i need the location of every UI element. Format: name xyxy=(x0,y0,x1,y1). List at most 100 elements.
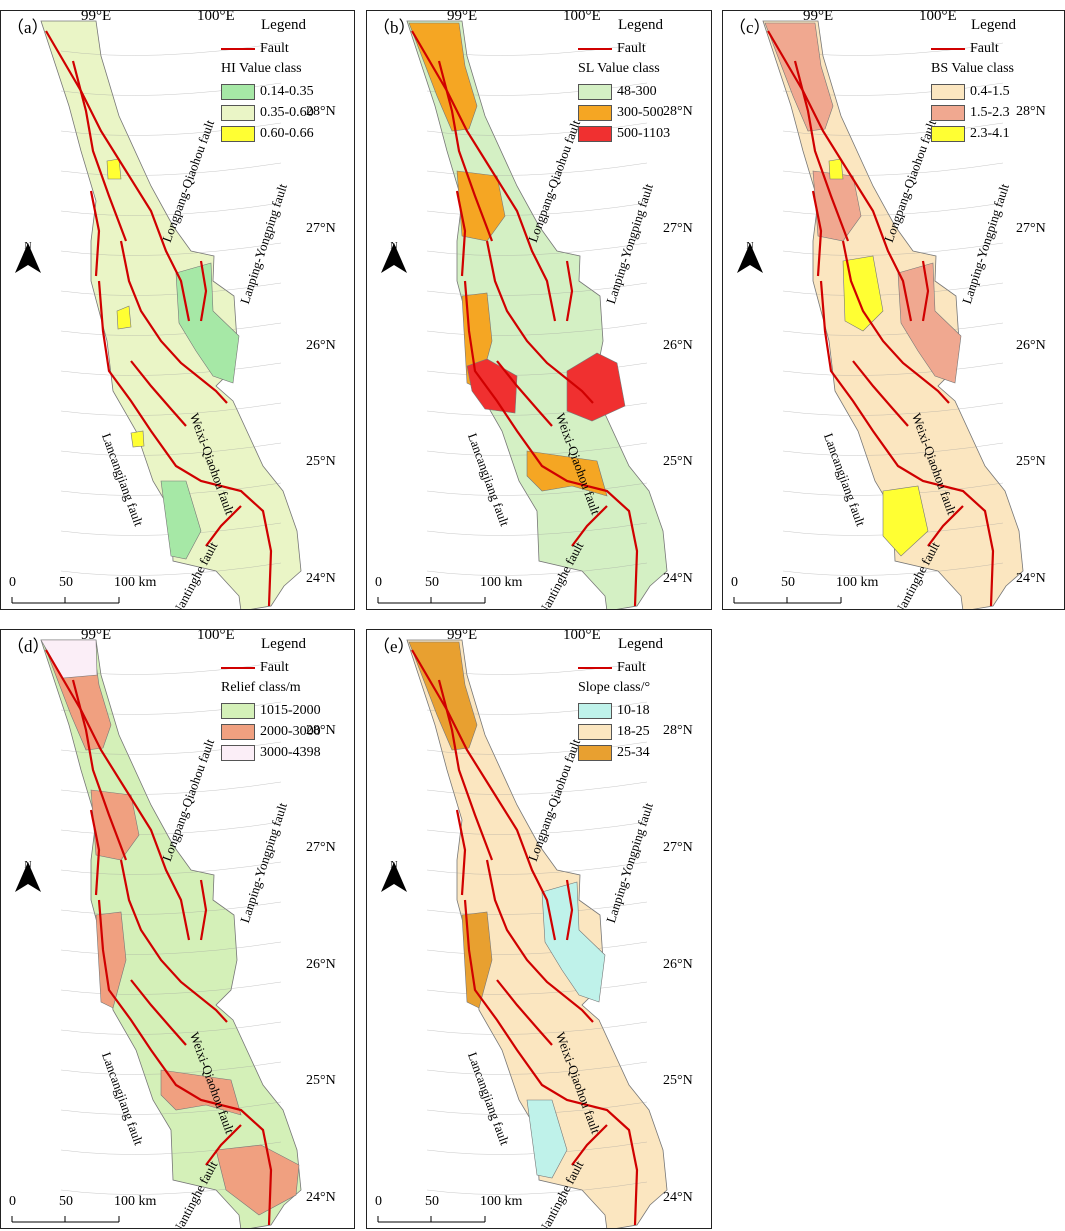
fault-line xyxy=(496,979,553,1046)
scale-line xyxy=(11,1216,120,1223)
class-swatch xyxy=(221,702,255,719)
fault-line xyxy=(921,260,930,322)
subbasin-boundary xyxy=(782,442,1004,456)
class-swatch xyxy=(221,83,255,100)
subbasin-boundary xyxy=(426,981,648,995)
latitude-label: 26°N xyxy=(663,338,693,353)
class-area xyxy=(175,262,240,384)
subbasin-boundary xyxy=(60,522,282,536)
class-area xyxy=(106,158,122,180)
legend-class-row: 3000-4398 xyxy=(221,742,346,763)
scale-bar: 0 50 100 km xyxy=(375,575,525,609)
class-title: SL Value class xyxy=(578,61,660,76)
subbasin-boundary xyxy=(426,1021,648,1035)
latitude-label: 24°N xyxy=(306,1190,336,1205)
latitude-label: 28°N xyxy=(663,104,693,119)
legend-class-row: 25-34 xyxy=(578,742,703,763)
class-area xyxy=(461,911,493,1009)
subbasin-boundary xyxy=(426,781,648,795)
scale-bar: 0 50 100 km xyxy=(375,1194,525,1228)
class-area xyxy=(215,1144,300,1216)
fault-line xyxy=(793,60,850,242)
class-area xyxy=(95,911,127,1009)
class-swatch xyxy=(221,125,255,142)
class-area xyxy=(566,352,626,422)
latitude-label: 28°N xyxy=(306,104,336,119)
class-area xyxy=(897,262,962,384)
fault-line xyxy=(89,190,101,277)
fault-line xyxy=(571,1124,608,1166)
legend-fault-row: Fault xyxy=(221,657,346,678)
class-range: 0.35-0.60 xyxy=(260,104,314,120)
class-area xyxy=(116,305,132,330)
class-swatch xyxy=(578,744,612,761)
fault-line xyxy=(819,280,995,607)
scale-tick-label: 0 xyxy=(9,1194,16,1209)
scale-bar: 0 50 100 km xyxy=(731,575,881,609)
subbasin-boundary xyxy=(782,562,1004,576)
panel-label: （c） xyxy=(729,18,771,37)
fault-line xyxy=(97,280,273,607)
latitude-label: 25°N xyxy=(306,454,336,469)
scale-bar: 0 50 100 km xyxy=(9,1194,159,1228)
legend-class-row: 0.60-0.66 xyxy=(221,123,346,144)
subbasin-boundary xyxy=(60,562,282,576)
fault-line xyxy=(119,859,228,1023)
subbasin-boundary xyxy=(60,362,282,376)
legend-title: Legend xyxy=(261,636,306,652)
fault-line xyxy=(852,360,909,427)
class-range: 500-1103 xyxy=(617,125,671,141)
latitude-label: 24°N xyxy=(663,571,693,586)
map-panel-b: Longpang-Qiaohou fault Lanping-Yongping f… xyxy=(366,10,712,610)
legend-title: Legend xyxy=(971,17,1016,33)
class-range: 0.60-0.66 xyxy=(260,125,314,141)
fault-line xyxy=(496,360,553,427)
class-area xyxy=(882,485,929,557)
longitude-label: 99°E xyxy=(81,629,112,643)
fault-line xyxy=(205,1124,242,1166)
subbasin-boundary xyxy=(426,282,648,296)
class-area xyxy=(466,358,518,414)
subbasin-boundary xyxy=(426,741,648,755)
map-svg xyxy=(762,20,1024,609)
latitude-label: 28°N xyxy=(663,723,693,738)
subbasin-boundary xyxy=(60,941,282,955)
fault-line xyxy=(565,260,574,322)
fault-line xyxy=(71,679,128,861)
north-arrow-icon xyxy=(381,243,407,273)
fault-label: Fault xyxy=(617,40,646,56)
longitude-label: 100°E xyxy=(563,629,601,643)
scale-tick-label: 50 xyxy=(425,575,439,590)
scale-tick-label: 0 xyxy=(731,575,738,590)
legend: Legend Fault Slope class/° 10-18 18-25 25-34 xyxy=(578,636,703,763)
scale-tick-label: 100 km xyxy=(114,1194,157,1209)
panel-label: （a） xyxy=(7,18,49,37)
subbasin-boundary xyxy=(60,402,282,416)
fault-line xyxy=(485,240,594,404)
scale-bar: 0 50 100 km xyxy=(9,575,159,609)
class-range: 300-500 xyxy=(617,104,664,120)
legend-class-row: 0.14-0.35 xyxy=(221,81,346,102)
class-area xyxy=(526,450,608,497)
class-area xyxy=(160,1069,242,1116)
panel-label: （e） xyxy=(373,637,415,656)
subbasin-boundary xyxy=(60,1101,282,1115)
class-swatch xyxy=(578,702,612,719)
legend-class-row: 300-500 xyxy=(578,102,703,123)
latitude-label: 25°N xyxy=(1016,454,1046,469)
fault-line xyxy=(411,649,557,941)
north-arrow: N xyxy=(13,860,43,892)
scale-line xyxy=(377,597,486,604)
longitude-label: 99°E xyxy=(81,10,112,24)
map-panel-a: Longpang-Qiaohou fault Lanping-Yongping f… xyxy=(0,10,355,610)
subbasin-boundary xyxy=(60,901,282,915)
class-swatch xyxy=(578,125,612,142)
latitude-label: 27°N xyxy=(306,221,336,236)
subbasin-boundary xyxy=(782,362,1004,376)
legend-fault-row: Fault xyxy=(221,38,346,59)
subbasin-boundary xyxy=(60,1021,282,1035)
legend-class-row: 10-18 xyxy=(578,700,703,721)
north-arrow-icon xyxy=(737,243,763,273)
subbasin-boundary xyxy=(426,202,648,216)
latitude-label: 27°N xyxy=(1016,221,1046,236)
